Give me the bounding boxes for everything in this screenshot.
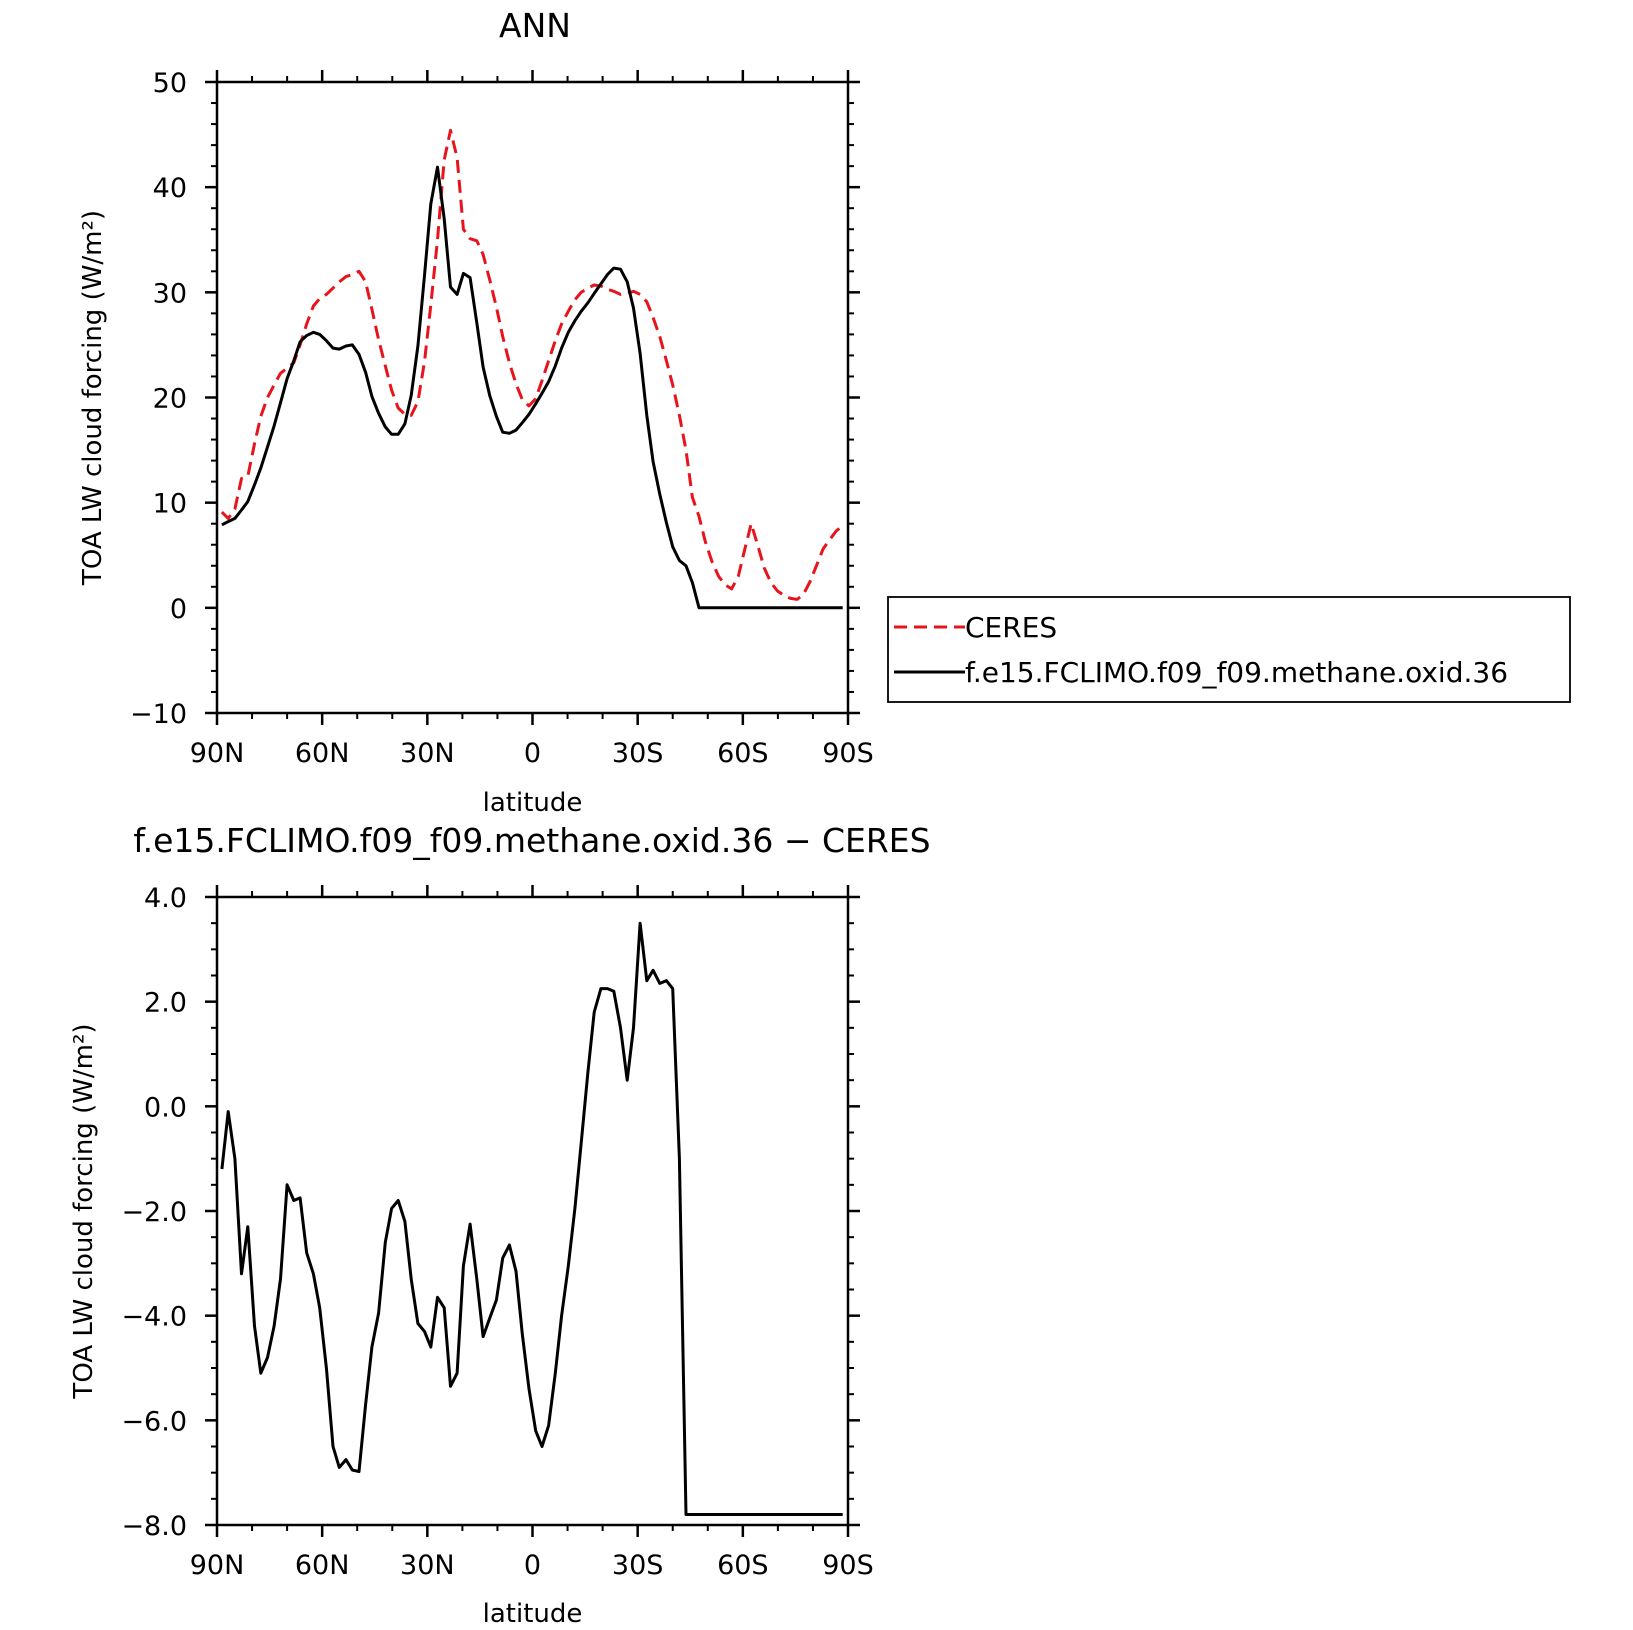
y-tick-label: 4.0 bbox=[144, 883, 187, 914]
axis-ticks bbox=[205, 70, 860, 725]
y-tick-label: 0 bbox=[170, 594, 187, 625]
x-tick-label: 90S bbox=[822, 738, 874, 769]
x-tick-label: 30S bbox=[612, 738, 664, 769]
legend-entry-ceres: CERES bbox=[965, 611, 1057, 644]
y-tick-label: 10 bbox=[153, 489, 187, 520]
chart-title: ANN bbox=[499, 6, 571, 45]
legend-entry-model: f.e15.FCLIMO.f09_f09.methane.oxid.36 bbox=[965, 656, 1508, 689]
series-line-difference bbox=[220, 921, 843, 1516]
y-tick-label: −6.0 bbox=[121, 1406, 187, 1437]
x-tick-label: 0 bbox=[524, 1550, 541, 1581]
x-tick-label: 90S bbox=[822, 1550, 874, 1581]
axis-ticks bbox=[205, 885, 860, 1537]
x-tick-label: 30N bbox=[400, 738, 455, 769]
series-lines bbox=[220, 921, 843, 1516]
x-tick-label: 30S bbox=[612, 1550, 664, 1581]
y-tick-labels: −10 0 10 20 30 40 50 bbox=[130, 68, 187, 730]
x-tick-labels: 90N 60N 30N 0 30S 60S 90S bbox=[190, 738, 874, 769]
y-tick-label: 20 bbox=[153, 384, 187, 415]
x-tick-label: 60N bbox=[295, 738, 350, 769]
x-tick-label: 0 bbox=[524, 738, 541, 769]
difference-chart-panel: f.e15.FCLIMO.f09_f09.methane.oxid.36 − C… bbox=[69, 821, 931, 1629]
legend-box bbox=[887, 596, 1571, 703]
y-axis-label: TOA LW cloud forcing (W/m²) bbox=[78, 210, 108, 586]
y-tick-label: 2.0 bbox=[144, 988, 187, 1019]
plot-frame bbox=[215, 895, 850, 1527]
x-tick-label: 60S bbox=[717, 1550, 769, 1581]
x-tick-labels: 90N 60N 30N 0 30S 60S 90S bbox=[190, 1550, 874, 1581]
x-tick-label: 60S bbox=[717, 738, 769, 769]
y-tick-label: 30 bbox=[153, 278, 187, 309]
y-tick-label: −4.0 bbox=[121, 1302, 187, 1333]
series-line-ceres bbox=[220, 128, 844, 601]
chart-title: f.e15.FCLIMO.f09_f09.methane.oxid.36 − C… bbox=[133, 821, 930, 860]
annual-chart-panel: ANN 90N 60N 30N 0 30S 60S 90S −10 0 10 20 30 40 50 l… bbox=[78, 6, 1571, 818]
series-lines bbox=[220, 128, 844, 610]
y-axis-label: TOA LW cloud forcing (W/m²) bbox=[69, 1023, 99, 1399]
x-tick-label: 60N bbox=[295, 1550, 350, 1581]
y-tick-label: 50 bbox=[153, 68, 187, 99]
y-tick-label: −2.0 bbox=[121, 1197, 187, 1228]
x-axis-label: latitude bbox=[483, 788, 583, 818]
y-tick-label: −10 bbox=[130, 699, 187, 730]
x-tick-label: 90N bbox=[190, 738, 245, 769]
x-tick-label: 30N bbox=[400, 1550, 455, 1581]
plot-frame bbox=[215, 80, 850, 715]
x-axis-label: latitude bbox=[483, 1599, 583, 1629]
x-tick-label: 90N bbox=[190, 1550, 245, 1581]
y-tick-label: 0.0 bbox=[144, 1092, 187, 1123]
y-tick-label: −8.0 bbox=[121, 1511, 187, 1542]
y-tick-labels: −8.0 −6.0 −4.0 −2.0 0.0 2.0 4.0 bbox=[121, 883, 187, 1542]
legend: CERES f.e15.FCLIMO.f09_f09.methane.oxid.… bbox=[887, 596, 1571, 703]
series-line-f-e15-fclimo-f09-f09-methane-oxid-36 bbox=[221, 165, 843, 610]
y-tick-label: 40 bbox=[153, 173, 187, 204]
